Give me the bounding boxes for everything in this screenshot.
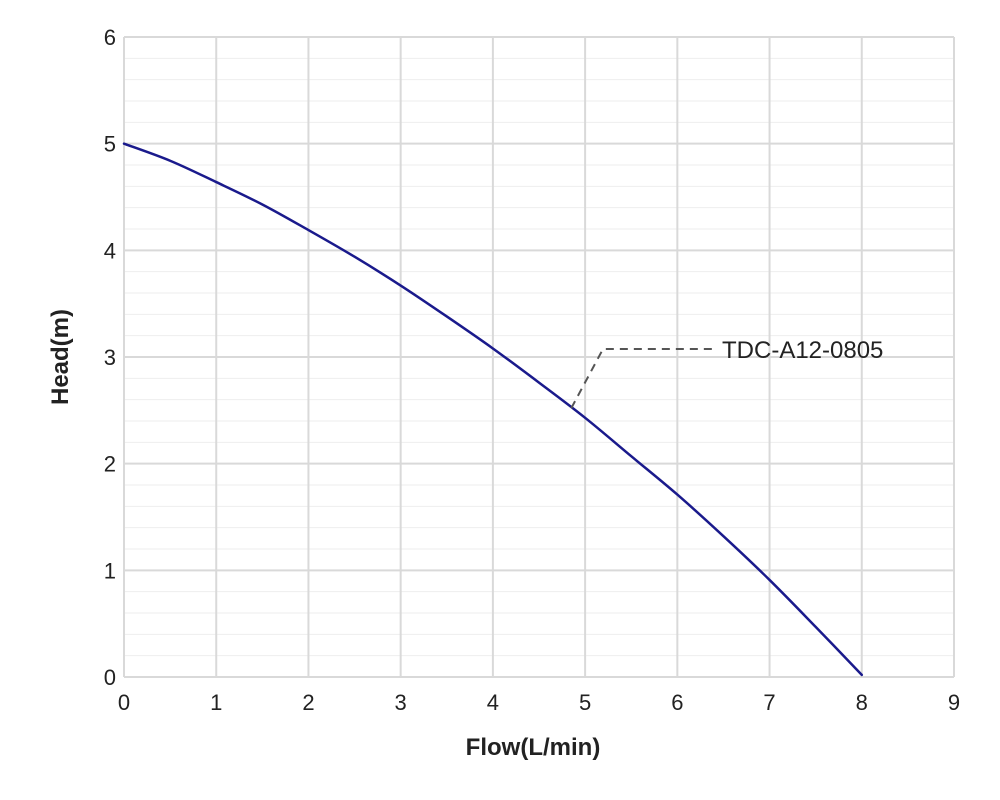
major-grid — [123, 36, 955, 678]
x-tick-labels: 0 1 2 3 4 5 6 7 8 9 — [118, 690, 960, 715]
x-tick-label: 0 — [118, 690, 130, 715]
annotation-leader-line — [570, 348, 716, 409]
y-tick-label: 3 — [104, 345, 116, 370]
x-tick-label: 9 — [948, 690, 960, 715]
x-tick-label: 3 — [395, 690, 407, 715]
y-tick-label: 1 — [104, 558, 116, 583]
x-tick-label: 2 — [302, 690, 314, 715]
x-tick-label: 8 — [856, 690, 868, 715]
annotation-layer: TDC-A12-0805 — [570, 337, 883, 409]
y-tick-label: 2 — [104, 452, 116, 477]
minor-grid — [124, 57, 954, 657]
series-layer — [122, 142, 864, 677]
x-tick-label: 4 — [487, 690, 499, 715]
y-tick-labels: 0 1 2 3 4 5 6 — [104, 25, 116, 690]
series-annotation-label: TDC-A12-0805 — [722, 337, 883, 364]
y-tick-label: 6 — [104, 25, 116, 50]
y-tick-label: 4 — [104, 238, 116, 263]
x-tick-label: 1 — [210, 690, 222, 715]
x-tick-label: 6 — [671, 690, 683, 715]
x-tick-label: 5 — [579, 690, 591, 715]
x-tick-label: 7 — [763, 690, 775, 715]
y-tick-label: 5 — [104, 132, 116, 157]
x-axis-title: Flow(L/min) — [466, 734, 601, 761]
y-axis-title: Head(m) — [47, 309, 74, 405]
series-line-tdc-a12-0805 — [122, 142, 864, 677]
y-tick-label: 0 — [104, 665, 116, 690]
